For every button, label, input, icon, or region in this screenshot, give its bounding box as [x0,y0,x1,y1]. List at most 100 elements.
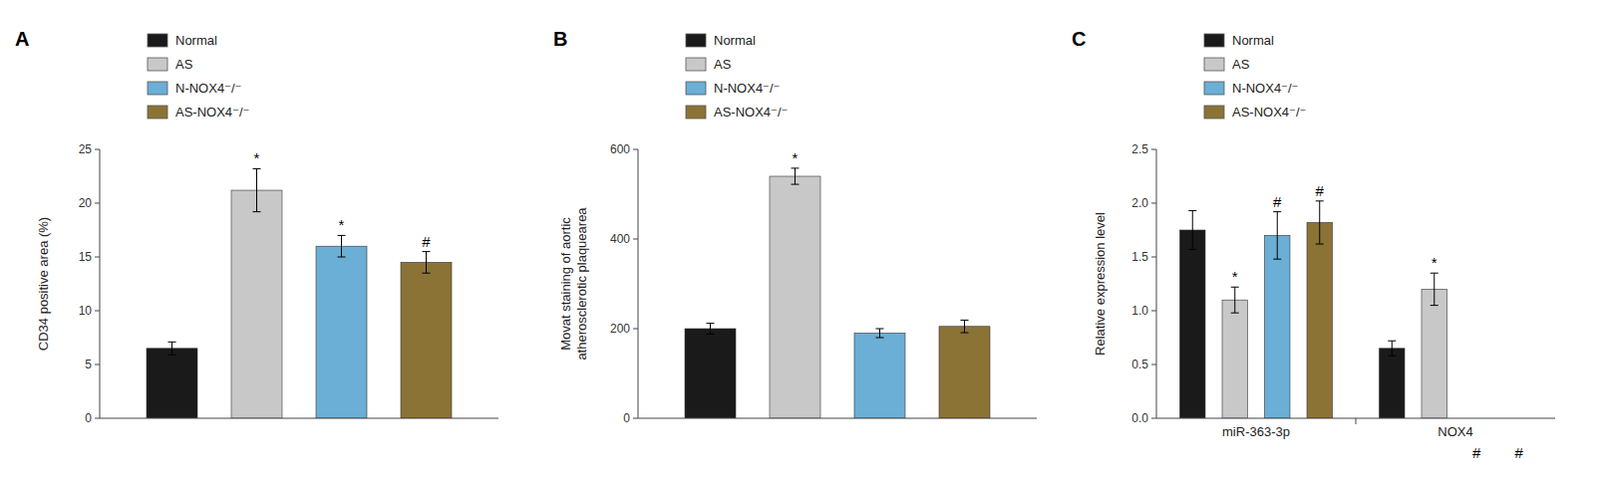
marks [684,168,990,419]
y-tick-label: 0 [84,411,92,426]
y-axis [99,149,101,419]
error-cap [168,354,177,356]
error-cap [1315,244,1324,246]
error-cap [253,211,262,213]
error-cap [960,320,969,321]
legend-swatch [1204,81,1225,95]
error-cap [1387,355,1396,357]
legend-label: N-NOX4⁻/⁻ [1232,80,1298,96]
error-stem [794,168,796,185]
marks [1180,201,1448,419]
error-stem [340,235,342,258]
error-bar [706,323,715,335]
y-tick-label: 200 [610,321,631,336]
annotation: # [421,233,431,251]
y-tick [633,418,639,420]
y-tick [94,364,100,366]
y-axis [638,149,640,419]
bar [1379,348,1406,419]
error-stem [1192,211,1194,251]
group-separator [1355,418,1357,425]
error-cap [1231,287,1240,289]
legend-swatch [1204,33,1225,47]
panel-label: A [14,27,29,50]
error-bar [1188,211,1197,251]
error-stem [1318,201,1320,245]
y-tick [1151,311,1157,313]
error-stem [963,320,965,333]
error-bar [791,168,800,185]
error-stem [709,323,711,335]
error-bar [1315,201,1324,245]
annotation: * [338,216,345,234]
error-bar [422,252,431,275]
error-bar [1387,340,1396,356]
y-tick-label: 0.0 [1131,411,1149,426]
y-tick [633,239,639,241]
figure: ANormalASN-NOX4⁻/⁻AS-NOX4⁻/⁻0510152025CD… [0,0,1600,484]
y-tick-label: 15 [78,250,93,265]
legend-label: N-NOX4⁻/⁻ [175,80,242,96]
y-tick-label: 10 [78,304,93,319]
error-cap [1315,200,1324,202]
legend-swatch [147,81,168,95]
y-tick [1151,203,1157,205]
error-cap [422,273,431,275]
panel-label: B [553,27,568,50]
error-bar [876,328,885,338]
y-tick-label: 0 [623,411,631,426]
error-stem [879,328,881,338]
annotations: **#### [1232,182,1525,462]
bar [684,328,736,419]
error-stem [1234,287,1236,314]
legend-swatch [147,57,168,71]
y-tick-label: 25 [78,142,93,157]
legend-swatch [1204,105,1225,119]
error-stem [425,252,427,275]
y-tick-label: 400 [610,232,631,247]
annotation: * [1232,268,1239,286]
error-cap [168,341,177,343]
error-cap [1387,340,1396,342]
annotations: * * # [254,149,432,250]
y-tick [1151,364,1157,366]
legend-swatch [685,57,706,71]
legend-label: AS-NOX4⁻/⁻ [1232,104,1306,120]
panel: CNormalASN-NOX4⁻/⁻AS-NOX4⁻/⁻0.00.51.01.5… [1071,27,1556,462]
legend-label: Normal [1232,32,1275,48]
error-bar [168,341,177,355]
legend-label: AS [1232,56,1251,72]
legend-label: Normal [713,32,756,48]
background [0,0,1600,484]
error-cap [791,184,800,186]
y-tick [94,311,100,313]
legend-swatch [685,81,706,95]
y-tick-label: 2.5 [1131,142,1149,157]
y-tick [94,149,100,151]
legend-label: AS-NOX4⁻/⁻ [713,104,788,120]
annotation: # [1515,444,1525,462]
bar [1222,300,1249,419]
annotation: * [1431,254,1438,272]
y-tick-label: 1.0 [1131,304,1149,319]
legend-label: AS-NOX4⁻/⁻ [175,104,250,120]
error-cap [876,328,885,330]
legend-swatch [147,105,168,119]
bar [231,190,283,419]
legend-label: Normal [175,32,218,48]
error-bar [1231,287,1240,314]
error-stem [256,168,258,212]
y-tick [633,328,639,330]
panel-label: C [1071,27,1086,50]
bar [316,246,367,419]
bar [400,262,452,419]
error-cap [253,168,262,170]
error-stem [171,341,173,355]
error-cap [1273,211,1281,213]
bar [146,348,198,419]
annotation: * [254,149,261,167]
bar [854,333,906,420]
y-tick [633,149,639,151]
error-stem [1391,340,1393,356]
error-cap [1273,259,1281,261]
